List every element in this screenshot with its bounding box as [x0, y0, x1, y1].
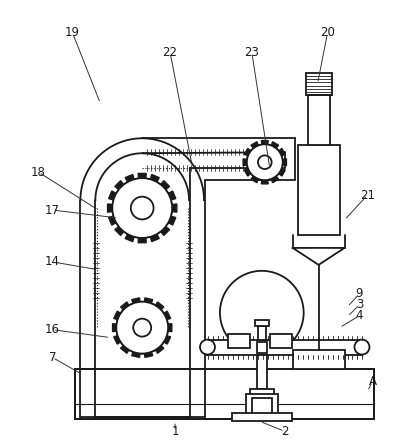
Text: 1: 1 — [171, 425, 179, 438]
Text: 17: 17 — [45, 203, 60, 216]
Polygon shape — [278, 148, 285, 156]
Bar — [249, 389, 273, 397]
Bar — [75, 370, 373, 419]
Polygon shape — [160, 227, 169, 236]
Polygon shape — [113, 336, 120, 344]
Polygon shape — [120, 302, 129, 310]
Circle shape — [130, 197, 153, 219]
Text: 20: 20 — [320, 26, 334, 39]
Polygon shape — [261, 140, 268, 144]
Text: 19: 19 — [65, 26, 80, 39]
Polygon shape — [113, 311, 120, 320]
Polygon shape — [168, 216, 175, 225]
Text: 21: 21 — [359, 189, 374, 202]
Circle shape — [116, 302, 168, 354]
Bar — [231, 413, 291, 422]
Polygon shape — [271, 176, 278, 183]
Polygon shape — [160, 181, 169, 190]
Text: 9: 9 — [355, 287, 362, 300]
Polygon shape — [282, 159, 286, 166]
Polygon shape — [109, 216, 116, 225]
Bar — [292, 350, 344, 370]
Text: 23: 23 — [244, 46, 259, 59]
Polygon shape — [107, 204, 112, 212]
Bar — [245, 394, 277, 419]
Polygon shape — [168, 324, 171, 332]
Bar — [227, 333, 249, 348]
Circle shape — [130, 197, 153, 219]
Polygon shape — [271, 142, 278, 148]
Text: A: A — [367, 375, 375, 388]
Polygon shape — [125, 174, 134, 182]
Polygon shape — [250, 142, 258, 148]
Circle shape — [246, 144, 282, 180]
Circle shape — [257, 156, 271, 169]
Polygon shape — [131, 298, 140, 304]
Polygon shape — [168, 191, 175, 200]
Polygon shape — [244, 169, 250, 176]
Bar — [257, 326, 265, 340]
Polygon shape — [138, 238, 146, 243]
Polygon shape — [278, 169, 285, 176]
Circle shape — [200, 340, 214, 354]
Circle shape — [112, 178, 172, 238]
Bar — [256, 354, 266, 389]
Polygon shape — [244, 148, 250, 156]
Polygon shape — [125, 234, 134, 242]
Circle shape — [246, 144, 282, 180]
Bar — [251, 398, 271, 415]
Polygon shape — [261, 180, 268, 184]
Bar — [297, 145, 339, 235]
Polygon shape — [243, 159, 247, 166]
Text: 14: 14 — [45, 255, 60, 268]
Circle shape — [112, 178, 172, 238]
Polygon shape — [292, 248, 344, 265]
Text: 22: 22 — [162, 46, 177, 59]
Polygon shape — [155, 302, 163, 310]
Polygon shape — [112, 324, 116, 332]
Polygon shape — [115, 227, 124, 236]
Text: 2: 2 — [280, 425, 288, 438]
Circle shape — [220, 271, 303, 354]
Polygon shape — [131, 352, 140, 358]
Polygon shape — [144, 352, 152, 358]
Polygon shape — [150, 174, 159, 182]
Polygon shape — [164, 311, 170, 320]
Text: 3: 3 — [355, 298, 362, 311]
Polygon shape — [109, 191, 116, 200]
Circle shape — [354, 340, 369, 354]
Bar — [269, 333, 291, 348]
Circle shape — [133, 319, 151, 337]
Text: 4: 4 — [355, 309, 362, 322]
Circle shape — [133, 319, 151, 337]
Polygon shape — [144, 298, 152, 304]
Polygon shape — [150, 234, 159, 242]
Polygon shape — [164, 336, 170, 344]
Bar — [256, 342, 266, 353]
Bar — [207, 340, 361, 354]
Circle shape — [257, 156, 271, 169]
Bar — [307, 96, 329, 145]
Text: 16: 16 — [45, 323, 60, 336]
Text: 7: 7 — [49, 351, 56, 364]
Polygon shape — [120, 346, 129, 353]
Polygon shape — [171, 204, 177, 212]
Bar — [254, 320, 268, 326]
Polygon shape — [138, 173, 146, 178]
Polygon shape — [250, 176, 258, 183]
Circle shape — [116, 302, 168, 354]
Text: 18: 18 — [31, 166, 46, 179]
Polygon shape — [155, 346, 163, 353]
Polygon shape — [115, 181, 124, 190]
